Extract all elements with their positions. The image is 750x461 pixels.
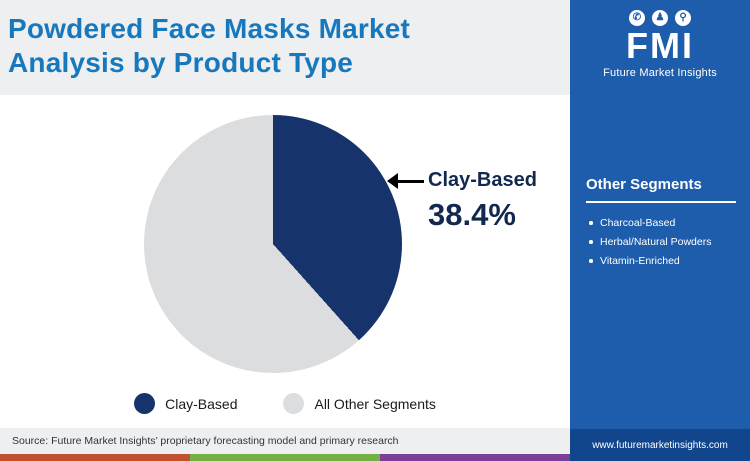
callout-label: Clay-Based (428, 169, 537, 191)
legend-label-other: All Other Segments (314, 395, 436, 412)
footer-band: Source: Future Market Insights’ propriet… (0, 428, 570, 454)
other-segments-list: Charcoal-Based Herbal/Natural Powders Vi… (586, 217, 736, 267)
chart-panel: Clay-Based 38.4% Clay-Based All Other Se… (0, 95, 570, 428)
logo-search-icon: ⚲ (675, 10, 691, 26)
callout-arrow-line (396, 180, 424, 183)
legend: Clay-Based All Other Segments (0, 393, 570, 414)
logo-icons: ✆ ♟ ⚲ (570, 10, 750, 26)
page-title: Powdered Face Masks Market Analysis by P… (8, 12, 560, 80)
logo-text: FMI (626, 25, 694, 66)
legend-item-clay: Clay-Based (134, 393, 237, 414)
sidebar: ✆ ♟ ⚲ FMI Future Market Insights Other S… (570, 0, 750, 461)
source-note: Source: Future Market Insights’ propriet… (12, 435, 399, 447)
other-segments-block: Other Segments Charcoal-Based Herbal/Nat… (586, 176, 736, 274)
page-title-line1: Powdered Face Masks Market (8, 13, 411, 44)
accent-strip (0, 454, 570, 461)
callout-value: 38.4% (428, 197, 516, 232)
accent-strip-green (190, 454, 380, 461)
legend-item-other: All Other Segments (283, 393, 436, 414)
accent-strip-red (0, 454, 190, 461)
list-item-vitamin: Vitamin-Enriched (586, 255, 736, 267)
list-item-charcoal: Charcoal-Based (586, 217, 736, 229)
fmi-logo: ✆ ♟ ⚲ FMI Future Market Insights (570, 10, 750, 79)
list-item-herbal: Herbal/Natural Powders (586, 236, 736, 248)
callout-arrow-icon (387, 173, 398, 189)
logo-person-icon: ♟ (652, 10, 668, 26)
logo-chat-icon: ✆ (629, 10, 645, 26)
logo-subtitle: Future Market Insights (603, 67, 717, 79)
website-link[interactable]: www.futuremarketinsights.com (592, 439, 728, 451)
accent-strip-purple (380, 454, 570, 461)
legend-label-clay: Clay-Based (165, 395, 238, 412)
legend-swatch-other (283, 393, 305, 414)
pie-chart (144, 115, 402, 373)
header: Powdered Face Masks Market Analysis by P… (0, 0, 570, 95)
sidebar-footer: www.futuremarketinsights.com (570, 429, 750, 461)
other-segments-heading: Other Segments (586, 176, 736, 203)
page-title-line2: Analysis by Product Type (8, 47, 354, 79)
legend-swatch-clay (134, 393, 156, 414)
